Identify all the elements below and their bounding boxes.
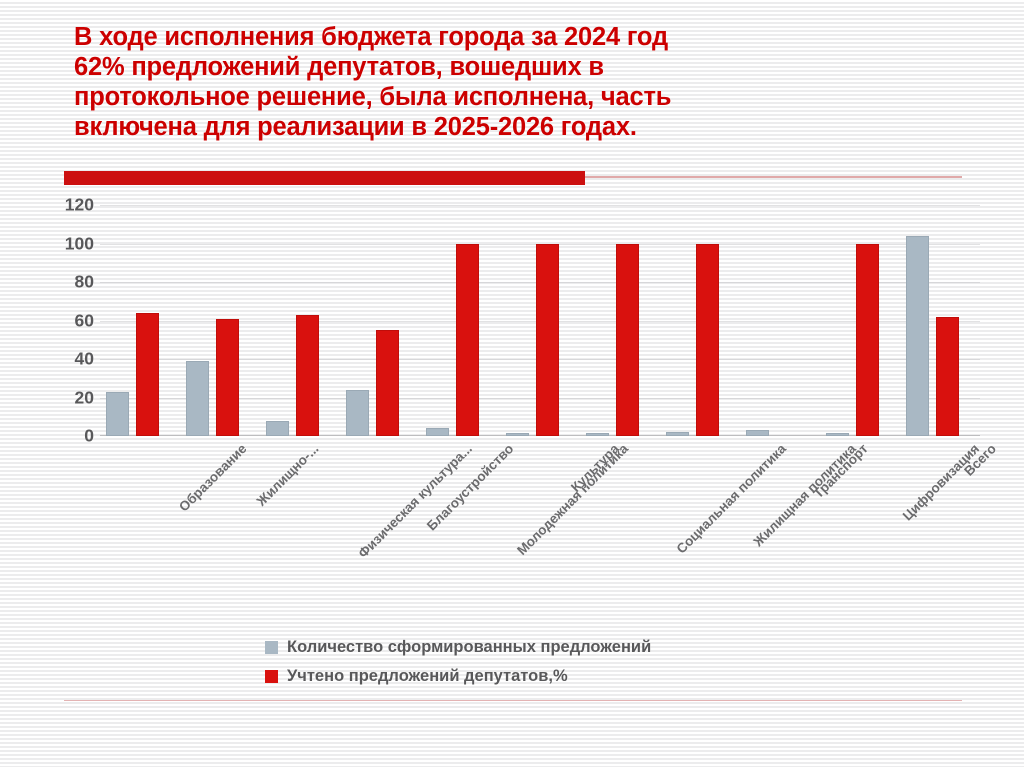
chart-legend: Количество сформированных предложений Учт… xyxy=(265,633,885,691)
bar-group xyxy=(820,205,900,436)
bar-accounted-percent[interactable] xyxy=(296,314,319,436)
x-axis-label: Социальная политика xyxy=(673,441,789,557)
gridline xyxy=(100,205,980,206)
bar-accounted-percent[interactable] xyxy=(696,243,719,436)
bar-formed-proposals[interactable] xyxy=(186,360,209,436)
bar-formed-proposals[interactable] xyxy=(666,432,689,436)
legend-item[interactable]: Количество сформированных предложений xyxy=(265,633,885,662)
footer-rule xyxy=(64,700,962,701)
legend-item[interactable]: Учтено предложений депутатов,% xyxy=(265,662,885,691)
y-axis-tick: 20 xyxy=(74,387,94,407)
bar-formed-proposals[interactable] xyxy=(826,433,849,436)
bar-accounted-percent[interactable] xyxy=(216,318,239,436)
bar-chart: 0 20 40 60 80 100 120 Образование Жилищно-... Фи… xyxy=(0,195,1024,705)
bar-formed-proposals[interactable] xyxy=(426,428,449,436)
y-axis-tick: 120 xyxy=(64,194,94,215)
bar-group xyxy=(660,205,740,436)
bar-group xyxy=(420,205,500,436)
bar-accounted-percent[interactable] xyxy=(536,243,559,436)
bar-group xyxy=(340,205,420,436)
bar-formed-proposals[interactable] xyxy=(346,389,369,436)
legend-label: Учтено предложений депутатов,% xyxy=(287,667,568,685)
y-axis-tick: 80 xyxy=(74,271,94,292)
bar-formed-proposals[interactable] xyxy=(746,430,769,436)
bar-group xyxy=(500,205,580,436)
bar-group xyxy=(580,205,660,436)
bar-accounted-percent[interactable] xyxy=(936,316,959,436)
bar-formed-proposals[interactable] xyxy=(906,235,929,436)
bar-formed-proposals[interactable] xyxy=(266,420,289,436)
title-divider xyxy=(64,171,962,185)
divider-thick-bar xyxy=(64,171,585,185)
bar-formed-proposals[interactable] xyxy=(506,433,529,436)
bar-formed-proposals[interactable] xyxy=(106,391,129,436)
y-axis-tick: 0 xyxy=(84,425,94,446)
page-title: В ходе исполнения бюджета города за 2024… xyxy=(74,23,672,141)
bar-formed-proposals[interactable] xyxy=(586,433,609,436)
bar-group xyxy=(100,205,180,436)
bar-group xyxy=(260,205,340,436)
bar-accounted-percent[interactable] xyxy=(456,243,479,436)
x-axis-labels: Образование Жилищно-... Физическая культур… xyxy=(100,441,999,611)
bar-accounted-percent[interactable] xyxy=(616,243,639,436)
plot-area xyxy=(100,205,980,436)
bar-group xyxy=(740,205,820,436)
legend-swatch-red-icon xyxy=(265,670,278,683)
bar-accounted-percent[interactable] xyxy=(376,330,399,436)
legend-label: Количество сформированных предложений xyxy=(287,638,652,656)
y-axis-tick: 40 xyxy=(74,348,94,369)
y-axis-tick: 60 xyxy=(74,310,94,330)
legend-swatch-gray-icon xyxy=(265,641,278,654)
x-axis-label: Образование xyxy=(175,441,250,515)
x-axis-label: Жилищно-... xyxy=(253,441,322,509)
bar-accounted-percent[interactable] xyxy=(856,243,879,436)
bar-group xyxy=(180,205,260,436)
title-block: В ходе исполнения бюджета города за 2024… xyxy=(74,22,954,142)
bar-accounted-percent[interactable] xyxy=(136,312,159,436)
x-axis-label: Цифровизация xyxy=(899,441,982,524)
bar-group xyxy=(900,205,980,436)
y-axis-tick: 100 xyxy=(64,233,94,253)
y-axis: 0 20 40 60 80 100 120 xyxy=(38,195,94,450)
